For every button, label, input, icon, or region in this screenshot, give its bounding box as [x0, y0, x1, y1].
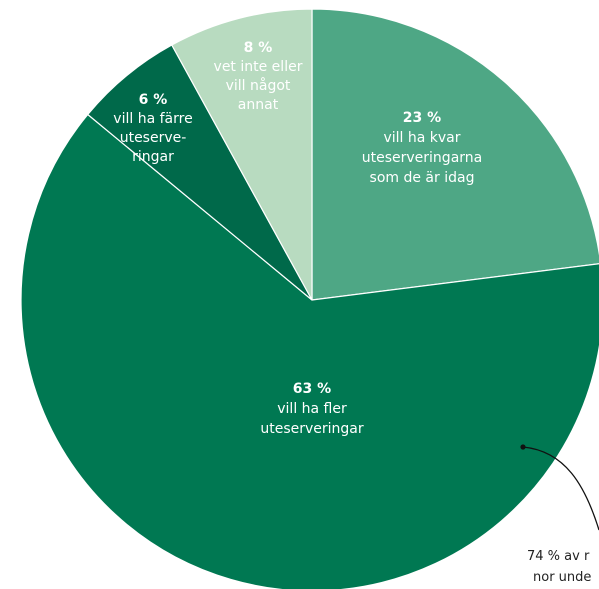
slice-want-more-label-line-1: vill ha fler: [277, 401, 347, 417]
slice-keep-as-today-label-line-2: uteserveringarna: [362, 150, 482, 166]
slice-want-fewer-percent-label: 6 %: [139, 92, 168, 108]
slice-dont-know-label-line-2: vill något: [226, 77, 291, 94]
slice-want-fewer-label-line-3: ringar: [132, 149, 174, 165]
callout-text-line-1: 74 % av r: [527, 549, 590, 564]
callout-text-line-2: nor unde: [533, 570, 591, 585]
slice-keep-as-today-label-line-1: vill ha kvar: [383, 130, 460, 146]
callout-group: 74 % av r nor unde: [520, 444, 599, 585]
slice-want-more: [20, 113, 599, 589]
slice-keep-as-today-percent-label: 23 %: [403, 110, 441, 126]
slice-dont-know-label-line-1: vet inte eller: [214, 59, 303, 75]
slice-want-more-percent-label: 63 %: [293, 381, 331, 397]
pie-slices: [20, 8, 599, 589]
callout-leader-line: [522, 446, 599, 531]
slice-want-more-label-line-2: uteserveringar: [260, 421, 364, 437]
slice-dont-know: [170, 8, 313, 301]
slice-keep-as-today-label-line-3: som de är idag: [370, 170, 475, 186]
callout-anchor-dot: [520, 444, 526, 450]
slice-want-fewer-label-line-1: vill ha färre: [113, 111, 192, 127]
slice-keep-as-today: [311, 8, 599, 301]
slice-want-fewer-label-line-2: uteserve-: [120, 130, 187, 146]
slice-dont-know-label-line-3: annat: [238, 97, 279, 113]
slice-dont-know-percent-label: 8 %: [244, 40, 273, 56]
pie-labels: 23 % vill ha kvar uteserveringarna som de ä…: [113, 40, 482, 437]
